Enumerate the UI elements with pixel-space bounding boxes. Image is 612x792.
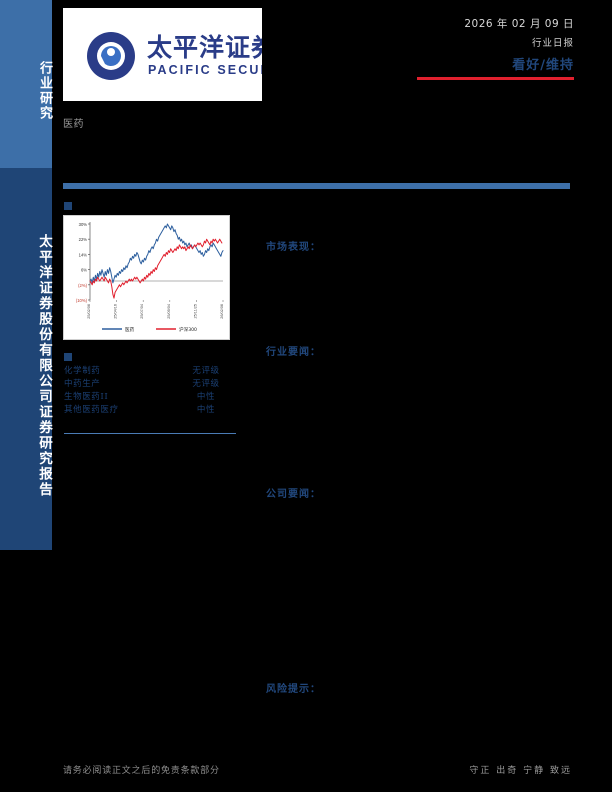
chart-y-tick-label: (2%) xyxy=(78,283,87,288)
company-logo: 太平洋证券 PACIFIC SECURITIES xyxy=(63,8,262,101)
chart-x-tick-label: 25/11/25 xyxy=(193,304,197,319)
table-row: 生物医药II 中性 xyxy=(64,391,236,404)
logo-chinese-name: 太平洋证券 xyxy=(147,33,262,62)
chart-y-tick-label: (10%) xyxy=(76,298,88,303)
chart-x-tick-label: 25/04/16 xyxy=(114,304,118,319)
rating-value: 无评级 xyxy=(192,366,220,376)
table-row: 化学制药 无评级 xyxy=(64,365,236,378)
chart-y-tick-label: 22% xyxy=(79,237,88,242)
chart-x-tick-label: 26/02/06 xyxy=(220,304,224,319)
chart-legend-label: 沪深300 xyxy=(179,326,197,333)
logo-english-name: PACIFIC SECURITIES xyxy=(148,63,262,77)
report-date: 2026 年 02 月 09 日 xyxy=(464,18,574,30)
industry-ratings-table: 化学制药 无评级 中药生产 无评级 生物医药II 中性 其他医药医疗 中性 xyxy=(64,365,236,417)
rating-value: 无评级 xyxy=(192,378,220,389)
sidebar-top-band xyxy=(0,0,52,168)
rating-badge: 看好/维持 xyxy=(512,58,574,73)
sidebar-label-company-research-report: 太平洋证券股份有限公司证券研究报告 xyxy=(36,234,52,498)
chart-x-tick-label: 25/09/04 xyxy=(167,304,171,319)
table-row: 中药生产 无评级 xyxy=(64,378,236,391)
chart-series-line xyxy=(89,238,223,299)
industry-tag: 医药 xyxy=(63,119,84,130)
chart-x-tick-label: 25/07/04 xyxy=(140,304,144,319)
header-meta-block: 2026 年 02 月 09 日 行业日报 看好/维持 xyxy=(354,16,574,80)
bullet-square-icon-table xyxy=(64,353,72,361)
market-performance-chart: 30% 22% 14% 6% (2%) (10%) 25/02/06 25/04/16 25/0… xyxy=(63,215,230,340)
rating-industry-name: 其他医药医疗 xyxy=(64,404,119,415)
section-heading-risk-warning: 风险提示： xyxy=(266,684,321,695)
chart-y-tick-label: 14% xyxy=(79,252,88,257)
pacific-securities-logo-icon xyxy=(78,24,135,84)
sidebar-label-industry-research: 行业研究 xyxy=(37,61,52,121)
chart-legend-label: 医药 xyxy=(125,326,135,333)
section-heading-industry-news: 行业要闻： xyxy=(266,347,321,358)
header-red-rule xyxy=(417,77,574,80)
table-row: 其他医药医疗 中性 xyxy=(64,404,236,417)
chart-series-line xyxy=(89,223,224,284)
sidebar-bottom-band xyxy=(0,168,52,550)
footer-disclaimer: 请务必阅读正文之后的免责条款部分 xyxy=(63,766,220,776)
rating-industry-name: 化学制药 xyxy=(64,366,101,376)
section-heading-market-performance: 市场表现： xyxy=(266,242,321,253)
section-heading-company-news: 公司要闻： xyxy=(266,489,321,500)
rating-industry-name: 中药生产 xyxy=(64,378,101,389)
rating-industry-name: 生物医药II xyxy=(64,391,109,402)
chart-x-tick-label: 25/02/06 xyxy=(87,304,91,319)
chart-y-tick-label: 30% xyxy=(79,222,88,227)
rating-value: 中性 xyxy=(196,391,216,402)
report-type: 行业日报 xyxy=(531,38,574,49)
footer-slogan: 守正 出奇 宁静 致远 xyxy=(469,766,572,776)
ratings-table-rule xyxy=(64,433,236,434)
section-divider xyxy=(63,183,570,189)
rating-value: 中性 xyxy=(196,404,216,415)
chart-y-tick-label: 6% xyxy=(81,268,87,273)
chart-canvas: 30% 22% 14% 6% (2%) (10%)25/02/06 25/04/16 25/0… xyxy=(76,222,224,333)
bullet-square-icon-chart xyxy=(64,202,72,210)
